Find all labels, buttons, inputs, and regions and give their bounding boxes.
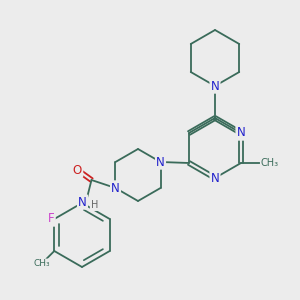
- Text: N: N: [111, 182, 120, 194]
- Text: N: N: [237, 127, 245, 140]
- Text: CH₃: CH₃: [261, 158, 279, 168]
- Text: O: O: [73, 164, 82, 176]
- Text: N: N: [78, 196, 87, 208]
- Text: H: H: [91, 200, 98, 210]
- Text: N: N: [156, 155, 165, 169]
- Text: F: F: [48, 212, 55, 226]
- Text: N: N: [211, 80, 219, 92]
- Text: N: N: [211, 172, 219, 184]
- Text: CH₃: CH₃: [34, 260, 51, 268]
